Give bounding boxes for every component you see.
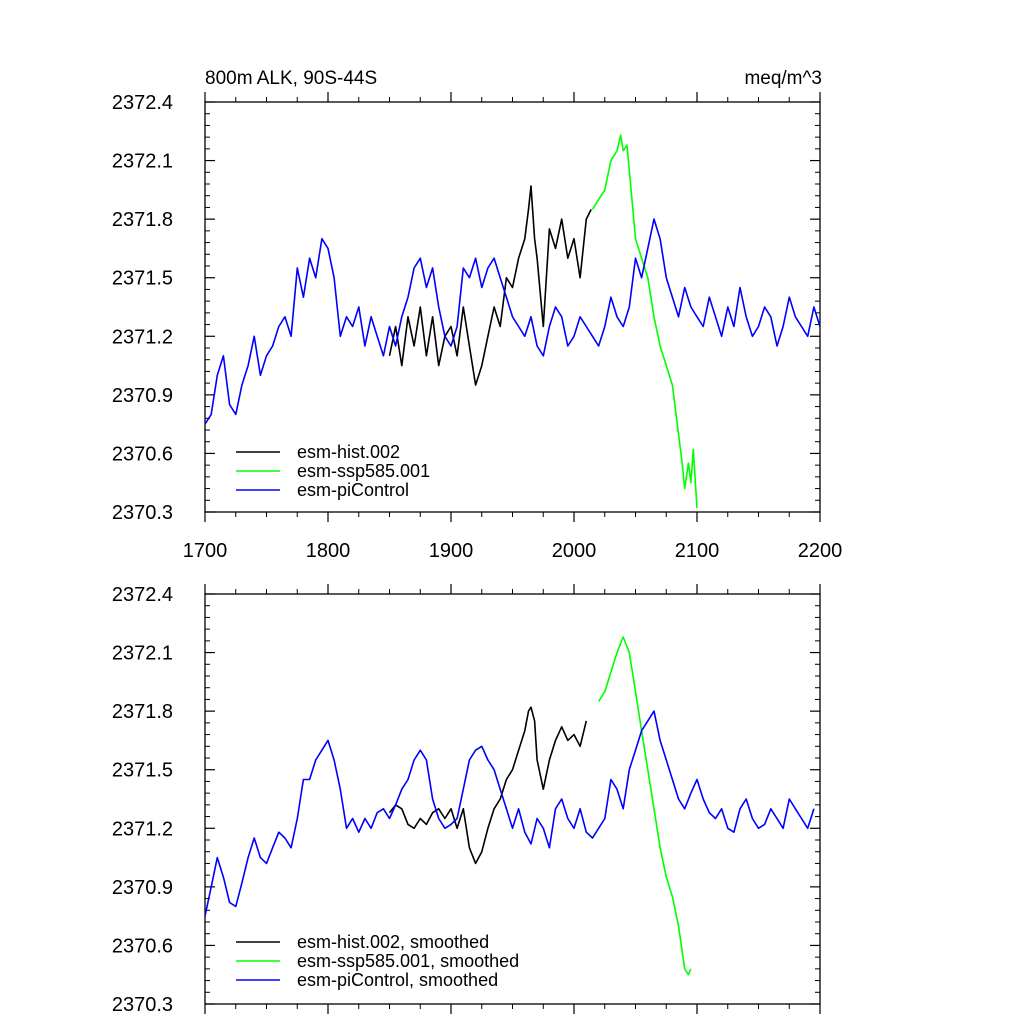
series-line-esm-picontrol-smoothed [204, 710, 815, 917]
legend-label: esm-ssp585.001, smoothed [297, 951, 519, 971]
top-panel-units: meq/m^3 [744, 68, 822, 89]
x-tick-label: 1800 [306, 540, 351, 562]
x-tick-label: 2200 [798, 540, 843, 562]
x-tick-label: 2100 [675, 540, 720, 562]
y-tick-label: 2370.6 [112, 443, 173, 465]
y-tick-label: 2371.8 [112, 209, 173, 231]
y-tick-label: 2370.3 [112, 502, 173, 524]
y-tick-label: 2370.6 [112, 935, 173, 957]
y-tick-label: 2372.4 [112, 584, 173, 606]
x-tick-label: 1900 [429, 540, 474, 562]
y-tick-label: 2371.2 [112, 818, 173, 840]
bottom-panel: 2370.3 2370.6 2370.9 2371.2 2371.5 2371.8 2372… [112, 584, 821, 1016]
series-line-esm-picontrol [204, 218, 821, 425]
series-line-esm-hist-002-smoothed [388, 706, 588, 865]
legend-label: esm-piControl, smoothed [297, 970, 498, 990]
y-tick-label: 2370.9 [112, 877, 173, 899]
y-tick-label: 2372.1 [112, 643, 173, 665]
top-panel-title: 800m ALK, 90S-44S [205, 68, 377, 89]
y-tick-label: 2372.1 [112, 151, 173, 173]
top-panel: 800m ALK, 90S-44S meq/m^3 2370.3 2370.6 23… [112, 68, 842, 562]
y-tick-label: 2371.8 [112, 701, 173, 723]
legend-label: esm-piControl [297, 480, 409, 500]
legend-label: esm-hist.002 [297, 442, 400, 462]
y-tick-label: 2370.3 [112, 994, 173, 1016]
legend-label: esm-hist.002, smoothed [297, 932, 489, 952]
legend-label: esm-ssp585.001 [297, 461, 430, 481]
x-tick-label: 1700 [183, 540, 228, 562]
y-tick-label: 2371.5 [112, 760, 173, 782]
y-tick-label: 2372.4 [112, 92, 173, 114]
series-line-esm-ssp585-001-smoothed [597, 636, 692, 976]
series-line-esm-ssp585-001 [591, 134, 698, 509]
series-line-esm-hist-002 [388, 185, 592, 386]
y-tick-label: 2371.5 [112, 268, 173, 290]
x-tick-label: 2000 [552, 540, 597, 562]
y-tick-label: 2370.9 [112, 385, 173, 407]
y-tick-label: 2371.2 [112, 326, 173, 348]
